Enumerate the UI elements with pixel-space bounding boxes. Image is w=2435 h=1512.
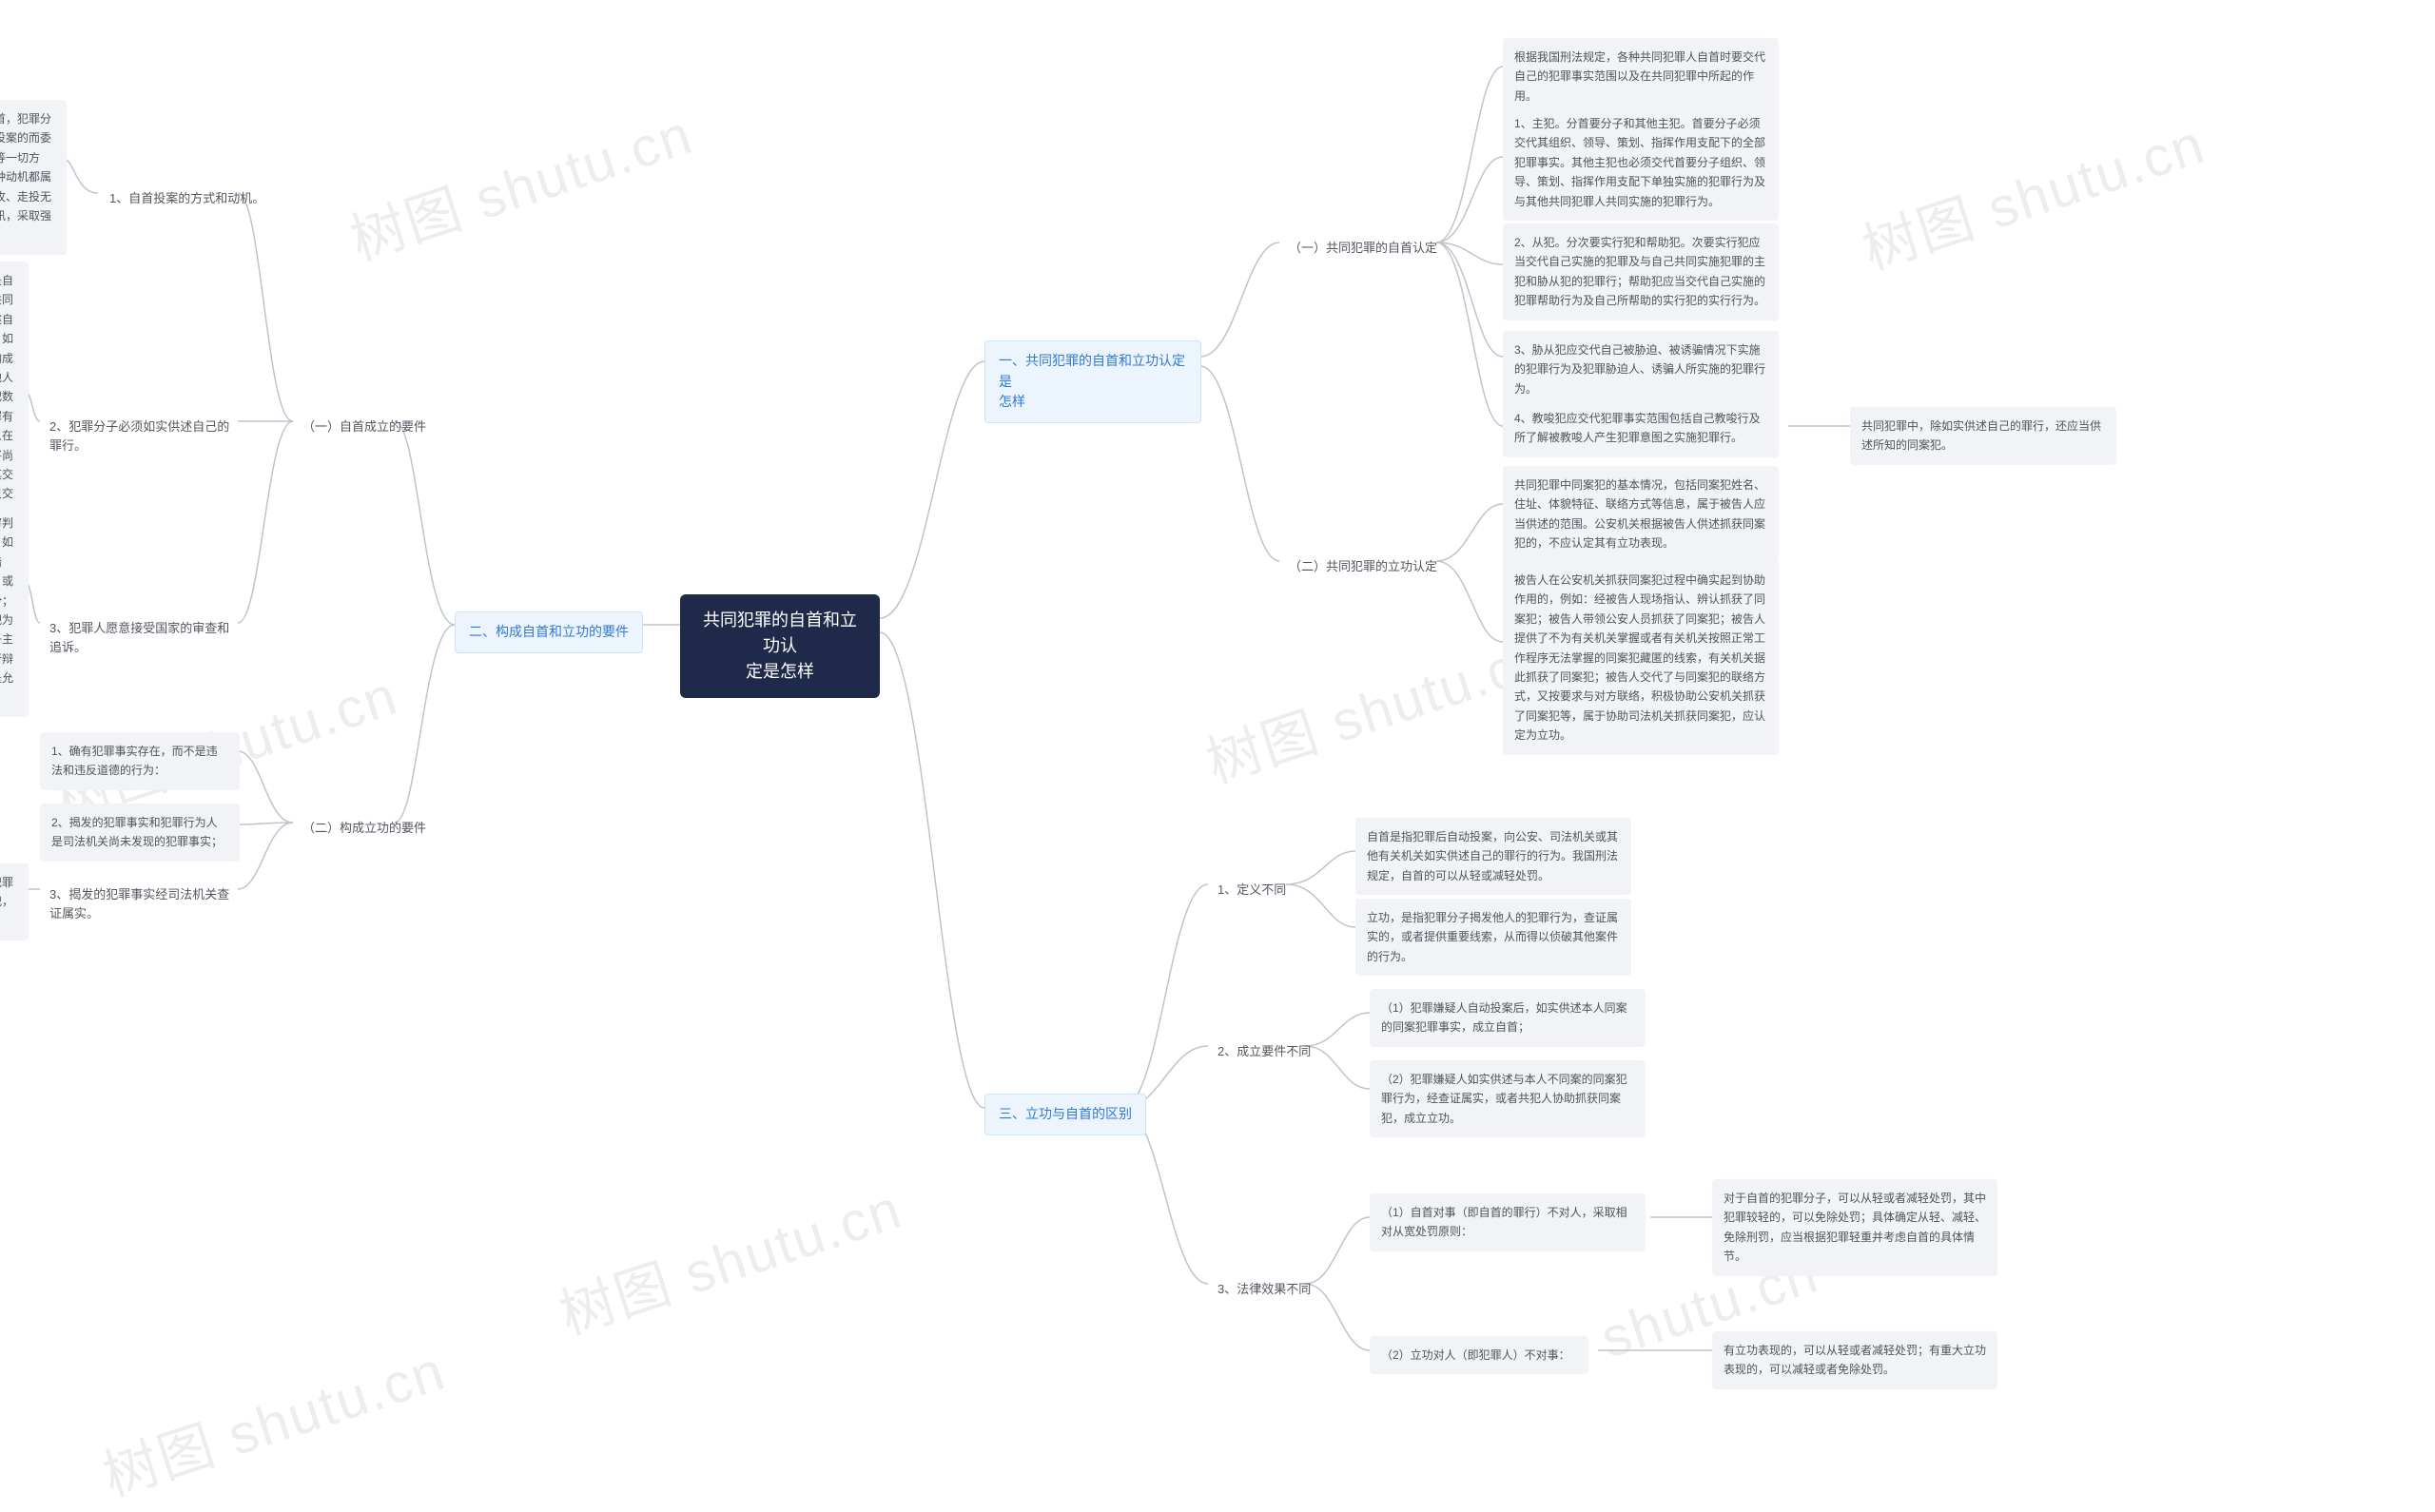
b1-s2-leaf1: 共同犯罪中同案犯的基本情况，包括同案犯姓名、住址、体貌特征、联络方式等信息，属于… (1503, 466, 1779, 563)
b2-s2-n3-leaf: 揭发他人的犯罪行为，可以是正在交待自己犯罪事实的罪犯，也可以是被采取强制措施的罪… (0, 863, 29, 940)
b3-s2-leaf2: （2）犯罪嫌疑人如实供述与本人不同案的同案犯罪行为，经查证属实，或者共犯人协助抓… (1370, 1060, 1646, 1137)
b3-s3-leaf2: （2）立功对人（即犯罪人）不对事： (1370, 1336, 1588, 1374)
watermark: 树图 shutu.cn (548, 1164, 910, 1349)
mindmap-container: 树图 shutu.cn 树图 shutu.cn 树图 shutu.cn 树图 s… (0, 0, 2435, 1448)
connectors (0, 0, 2435, 1448)
b2-s1-n3[interactable]: 3、犯罪人愿意接受国家的审查和追诉。 (40, 613, 240, 663)
watermark: 树图 shutu.cn (91, 1326, 454, 1511)
b2-s2-n1: 1、确有犯罪事实存在，而不是违法和违反道德的行为： (40, 732, 240, 790)
b2-s1-n1-leaf: 犯罪分子出于真诚悔罪自动投案的自首，犯罪分子虽有投案的诚意，但由于伤病不能投案的… (0, 100, 67, 255)
b3-s3-leaf1: （1）自首对事（即自首的罪行）不对人，采取相对从宽处罚原则： (1370, 1193, 1646, 1251)
b1-s1-leaf4-side: 共同犯罪中，除如实供述自己的罪行，还应当供述所知的同案犯。 (1850, 407, 2116, 465)
b1-s1-leaf0: 根据我国刑法规定，各种共同犯罪人自首时要交代自己的犯罪事实范围以及在共同犯罪中所… (1503, 38, 1779, 115)
branch-3[interactable]: 三、立功与自首的区别 (984, 1094, 1146, 1135)
b2-s1-n3-leaf: 犯罪人主动的听候司法机关的侦查、起诉、审判活动是衡量犯罪人是否悔改的重要表现之一… (0, 504, 29, 717)
branch-1[interactable]: 一、共同犯罪的自首和立功认定是 怎样 (984, 340, 1201, 423)
branch-2[interactable]: 二、构成自首和立功的要件 (455, 611, 643, 653)
b3-s3-leaf1-side: 对于自首的犯罪分子，可以从轻或者减轻处罚，其中犯罪较轻的，可以免除处罚；具体确定… (1712, 1179, 1997, 1276)
b2-s1[interactable]: （一）自首成立的要件 (293, 412, 436, 442)
b2-s2[interactable]: （二）构成立功的要件 (293, 813, 436, 843)
root-line1: 共同犯罪的自首和立功认 (699, 608, 861, 659)
b1-s2[interactable]: （二）共同犯罪的立功认定 (1279, 552, 1447, 582)
root-line2: 定是怎样 (699, 659, 861, 685)
b2-s1-n1[interactable]: 1、自首投案的方式和动机。 (100, 184, 274, 214)
b2-s2-n2: 2、揭发的犯罪事实和犯罪行为人是司法机关尚未发现的犯罪事实； (40, 804, 240, 862)
b1-label-l2: 怎样 (999, 392, 1187, 413)
root-node[interactable]: 共同犯罪的自首和立功认 定是怎样 (680, 594, 880, 698)
b3-s3-leaf2-side: 有立功表现的，可以从轻或者减轻处罚；有重大立功表现的，可以减轻或者免除处罚。 (1712, 1331, 1997, 1389)
b3-s2-leaf1: （1）犯罪嫌疑人自动投案后，如实供述本人同案的同案犯罪事实，成立自首； (1370, 989, 1646, 1047)
b1-s1-leaf1: 1、主犯。分首要分子和其他主犯。首要分子必须交代其组织、领导、策划、指挥作用支配… (1503, 105, 1779, 221)
watermark: 树图 shutu.cn (339, 89, 701, 275)
b2-s2-n3[interactable]: 3、揭发的犯罪事实经司法机关查证属实。 (40, 880, 240, 929)
watermark: 树图 shutu.cn (1851, 99, 2213, 284)
b1-s1-leaf3: 3、胁从犯应交代自己被胁迫、被诱骗情况下实施的犯罪行为及犯罪胁迫人、诱骗人所实施… (1503, 331, 1779, 408)
b1-s1-leaf4: 4、教唆犯应交代犯罪事实范围包括自己教唆行及所了解被教唆人产生犯罪意图之实施犯罪… (1503, 399, 1779, 457)
b3-s3[interactable]: 3、法律效果不同 (1208, 1274, 1320, 1305)
b3-s1[interactable]: 1、定义不同 (1208, 875, 1295, 905)
b1-s2-leaf2: 被告人在公安机关抓获同案犯过程中确实起到协助作用的，例如：经被告人现场指认、辨认… (1503, 561, 1779, 755)
b1-s1-leaf2: 2、从犯。分次要实行犯和帮助犯。次要实行犯应当交代自己实施的犯罪及与自己共同实施… (1503, 223, 1779, 320)
b2-s1-n2[interactable]: 2、犯罪分子必须如实供述自己的罪行。 (40, 412, 240, 461)
b1-label-l1: 一、共同犯罪的自首和立功认定是 (999, 351, 1187, 392)
b1-s1[interactable]: （一）共同犯罪的自首认定 (1279, 233, 1447, 263)
b3-s1-leaf2: 立功，是指犯罪分子揭发他人的犯罪行为，查证属实的，或者提供重要线索，从而得以侦破… (1355, 899, 1631, 976)
b3-s2[interactable]: 2、成立要件不同 (1208, 1037, 1320, 1067)
b3-s1-leaf1: 自首是指犯罪后自动投案，向公安、司法机关或其他有关机关如实供述自己的罪行的行为。… (1355, 818, 1631, 895)
